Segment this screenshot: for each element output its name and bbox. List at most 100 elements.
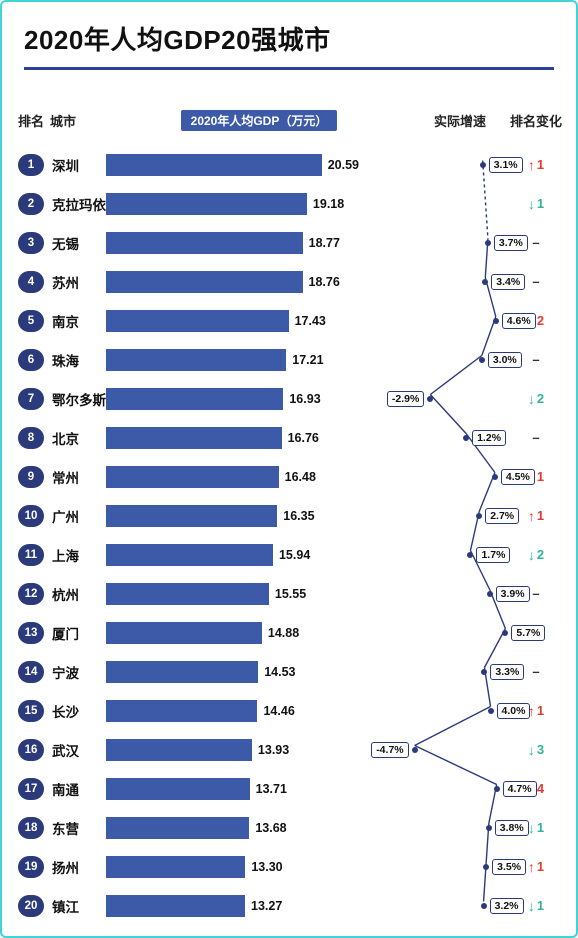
gdp-bar: 14.46 xyxy=(106,700,257,722)
rank-badge: 20 xyxy=(18,895,44,917)
city-label: 深圳 xyxy=(48,155,106,175)
city-label: 苏州 xyxy=(48,272,106,292)
gdp-bar: 20.59 xyxy=(106,154,322,176)
hdr-bar: 2020年人均GDP（万元） xyxy=(106,110,412,131)
rank-badge: 6 xyxy=(18,349,44,371)
growth-tag: 3.1% xyxy=(489,157,523,173)
growth-tag: 3.3% xyxy=(490,664,524,680)
gdp-value: 15.55 xyxy=(275,587,306,601)
growth-dot xyxy=(412,747,418,753)
growth-tag: -2.9% xyxy=(387,391,424,407)
growth-tag: 3.8% xyxy=(495,820,529,836)
data-row: 7鄂尔多斯16.93-2.9%↓2 xyxy=(14,379,564,418)
gdp-value: 15.94 xyxy=(279,548,310,562)
gdp-bar: 15.94 xyxy=(106,544,273,566)
hdr-bar-label: 2020年人均GDP（万元） xyxy=(181,110,338,131)
data-row: 10广州16.352.7%↑1 xyxy=(14,496,564,535)
hdr-rank: 排名 xyxy=(14,111,48,130)
rank-badge: 7 xyxy=(18,388,44,410)
rows-container: 1深圳20.593.1%↑12克拉玛依19.18↓13无锡18.773.7%–4… xyxy=(2,141,576,925)
gdp-bar: 18.77 xyxy=(106,232,303,254)
gdp-value: 16.35 xyxy=(283,509,314,523)
bar-area: 13.30 xyxy=(106,847,412,886)
city-label: 东营 xyxy=(48,818,106,838)
growth-tag: 5.7% xyxy=(511,625,545,641)
city-label: 北京 xyxy=(48,428,106,448)
gdp-bar: 16.93 xyxy=(106,388,283,410)
rank-change: – xyxy=(508,430,564,445)
data-row: 6珠海17.213.0%– xyxy=(14,340,564,379)
gdp-value: 13.71 xyxy=(256,782,287,796)
growth-cell: -4.7% xyxy=(412,730,508,769)
gdp-value: 13.68 xyxy=(255,821,286,835)
growth-tag: 1.7% xyxy=(476,547,510,563)
gdp-bar: 13.71 xyxy=(106,778,250,800)
gdp-bar: 15.55 xyxy=(106,583,269,605)
change-delta: 1 xyxy=(537,703,544,718)
rank-change: ↓1 xyxy=(508,196,564,211)
growth-cell: 3.3% xyxy=(412,652,508,691)
rank-badge: 17 xyxy=(18,778,44,800)
growth-dot xyxy=(427,396,433,402)
growth-tag: 3.7% xyxy=(494,235,528,251)
growth-cell: 1.2% xyxy=(412,418,508,457)
rank-change: ↓3 xyxy=(508,742,564,757)
bar-area: 16.48 xyxy=(106,457,412,496)
arrow-up-icon: ↑ xyxy=(528,860,535,874)
arrow-up-icon: ↑ xyxy=(528,158,535,172)
change-dash: – xyxy=(532,664,539,679)
data-row: 1深圳20.593.1%↑1 xyxy=(14,145,564,184)
change-dash: – xyxy=(532,430,539,445)
rank-badge: 16 xyxy=(18,739,44,761)
change-dash: – xyxy=(532,235,539,250)
gdp-value: 18.76 xyxy=(309,275,340,289)
gdp-value: 16.48 xyxy=(285,470,316,484)
rank-change: ↓2 xyxy=(508,547,564,562)
data-row: 12杭州15.553.9%– xyxy=(14,574,564,613)
rank-badge: 1 xyxy=(18,154,44,176)
bar-area: 14.46 xyxy=(106,691,412,730)
data-row: 15长沙14.464.0%↑1 xyxy=(14,691,564,730)
growth-cell: 4.6% xyxy=(412,301,508,340)
gdp-bar: 16.35 xyxy=(106,505,277,527)
gdp-value: 14.53 xyxy=(264,665,295,679)
rank-badge: 10 xyxy=(18,505,44,527)
data-row: 13厦门14.885.7%↑2 xyxy=(14,613,564,652)
rank-badge: 5 xyxy=(18,310,44,332)
gdp-bar: 13.68 xyxy=(106,817,249,839)
arrow-down-icon: ↓ xyxy=(528,743,535,757)
bar-area: 13.68 xyxy=(106,808,412,847)
gdp-bar: 13.27 xyxy=(106,895,245,917)
title-block: 2020年人均GDP20强城市 xyxy=(2,2,576,63)
growth-tag: 4.5% xyxy=(501,469,535,485)
growth-dot xyxy=(482,279,488,285)
bar-area: 13.71 xyxy=(106,769,412,808)
growth-dot xyxy=(493,318,499,324)
growth-tag: 1.2% xyxy=(472,430,506,446)
growth-cell: 3.4% xyxy=(412,262,508,301)
data-row: 19扬州13.303.5%↑1 xyxy=(14,847,564,886)
arrow-down-icon: ↓ xyxy=(528,821,535,835)
bar-area: 18.76 xyxy=(106,262,412,301)
gdp-value: 14.88 xyxy=(268,626,299,640)
hdr-city: 城市 xyxy=(48,111,106,130)
growth-dot xyxy=(488,708,494,714)
growth-cell: 2.7% xyxy=(412,496,508,535)
change-delta: 4 xyxy=(537,781,544,796)
gdp-bar: 13.93 xyxy=(106,739,252,761)
growth-dot xyxy=(480,162,486,168)
rank-badge: 4 xyxy=(18,271,44,293)
gdp-bar: 17.43 xyxy=(106,310,289,332)
bar-area: 13.93 xyxy=(106,730,412,769)
arrow-down-icon: ↓ xyxy=(528,899,535,913)
data-row: 3无锡18.773.7%– xyxy=(14,223,564,262)
city-label: 常州 xyxy=(48,467,106,487)
change-delta: 1 xyxy=(537,196,544,211)
growth-dot xyxy=(483,864,489,870)
growth-tag: 3.2% xyxy=(490,898,524,914)
growth-cell: 3.0% xyxy=(412,340,508,379)
growth-dot xyxy=(481,903,487,909)
city-label: 南通 xyxy=(48,779,106,799)
bar-area: 17.43 xyxy=(106,301,412,340)
hdr-change: 排名变化 xyxy=(508,111,564,130)
